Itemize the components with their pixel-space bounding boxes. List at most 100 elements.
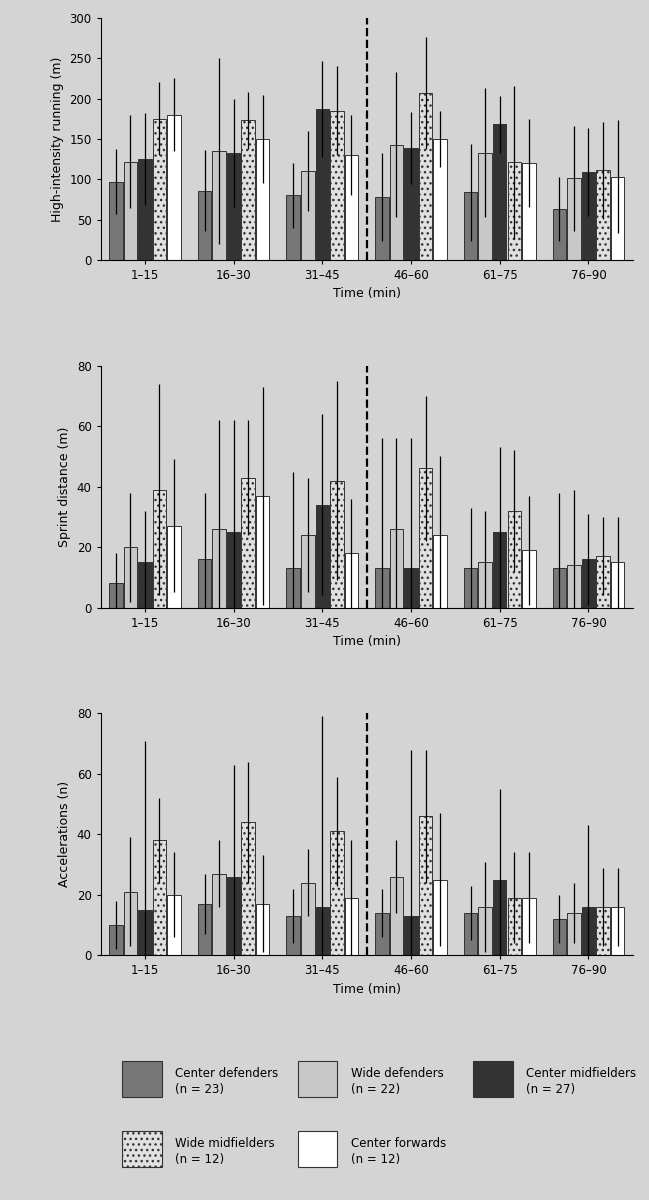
Bar	[138, 160, 152, 260]
Bar	[167, 115, 181, 260]
Bar	[212, 529, 226, 607]
Bar	[227, 152, 240, 260]
Text: Wide defenders
(n = 22): Wide defenders (n = 22)	[350, 1067, 443, 1096]
Bar	[464, 569, 478, 607]
Bar	[596, 556, 610, 607]
Bar	[286, 196, 300, 260]
Bar	[567, 913, 581, 955]
Bar	[297, 1061, 337, 1097]
Bar	[582, 907, 595, 955]
Text: Center midfielders
(n = 27): Center midfielders (n = 27)	[526, 1067, 637, 1096]
Bar	[478, 907, 492, 955]
Bar	[493, 532, 506, 607]
Bar	[198, 559, 212, 607]
Bar	[478, 152, 492, 260]
Bar	[241, 478, 255, 607]
Bar	[522, 550, 535, 607]
Text: Center defenders
(n = 23): Center defenders (n = 23)	[175, 1067, 278, 1096]
Text: Center forwards
(n = 12): Center forwards (n = 12)	[350, 1138, 446, 1166]
Bar	[301, 883, 315, 955]
Bar	[375, 569, 389, 607]
Bar	[611, 176, 624, 260]
Y-axis label: High-intensity running (m): High-intensity running (m)	[51, 56, 64, 222]
Bar	[315, 505, 329, 607]
Bar	[153, 119, 166, 260]
Bar	[301, 535, 315, 607]
Bar	[227, 877, 240, 955]
Bar	[434, 880, 447, 955]
Bar	[301, 172, 315, 260]
Bar	[464, 913, 478, 955]
Bar	[522, 163, 535, 260]
Bar	[286, 916, 300, 955]
Bar	[611, 907, 624, 955]
Bar	[419, 468, 432, 607]
Bar	[167, 526, 181, 607]
Bar	[198, 904, 212, 955]
Bar	[389, 529, 403, 607]
Bar	[138, 910, 152, 955]
Bar	[109, 181, 123, 260]
Bar	[212, 874, 226, 955]
Bar	[389, 877, 403, 955]
Bar	[330, 480, 344, 607]
Bar	[123, 547, 137, 607]
Bar	[567, 179, 581, 260]
Bar	[508, 511, 521, 607]
Bar	[256, 496, 269, 607]
Bar	[582, 559, 595, 607]
Bar	[508, 898, 521, 955]
Bar	[404, 916, 418, 955]
Bar	[493, 880, 506, 955]
Bar	[227, 532, 240, 607]
Bar	[345, 553, 358, 607]
Bar	[212, 151, 226, 260]
Bar	[109, 925, 123, 955]
Bar	[109, 583, 123, 607]
Bar	[330, 832, 344, 955]
X-axis label: Time (min): Time (min)	[333, 983, 400, 996]
Bar	[297, 1132, 337, 1168]
Bar	[552, 919, 566, 955]
Bar	[434, 139, 447, 260]
Bar	[611, 563, 624, 607]
X-axis label: Time (min): Time (min)	[333, 635, 400, 648]
Bar	[473, 1061, 513, 1097]
Bar	[478, 563, 492, 607]
Bar	[567, 565, 581, 607]
Bar	[419, 816, 432, 955]
Bar	[241, 822, 255, 955]
Bar	[345, 155, 358, 260]
Bar	[389, 144, 403, 260]
Bar	[153, 840, 166, 955]
Bar	[596, 170, 610, 260]
Bar	[419, 92, 432, 260]
Bar	[198, 191, 212, 260]
Bar	[375, 913, 389, 955]
Bar	[596, 907, 610, 955]
Bar	[508, 162, 521, 260]
Bar	[375, 197, 389, 260]
Bar	[552, 569, 566, 607]
Bar	[123, 162, 137, 260]
Bar	[122, 1132, 162, 1168]
Y-axis label: Sprint distance (m): Sprint distance (m)	[58, 426, 71, 547]
Text: Wide midfielders
(n = 12): Wide midfielders (n = 12)	[175, 1138, 275, 1166]
Bar	[345, 898, 358, 955]
Bar	[582, 172, 595, 260]
Bar	[122, 1061, 162, 1097]
Bar	[138, 563, 152, 607]
Bar	[404, 569, 418, 607]
Bar	[153, 490, 166, 607]
Bar	[434, 535, 447, 607]
Bar	[404, 148, 418, 260]
X-axis label: Time (min): Time (min)	[333, 288, 400, 300]
Bar	[330, 110, 344, 260]
Bar	[256, 904, 269, 955]
Bar	[522, 898, 535, 955]
Bar	[123, 892, 137, 955]
Bar	[315, 907, 329, 955]
Bar	[464, 192, 478, 260]
Bar	[256, 139, 269, 260]
Bar	[493, 125, 506, 260]
